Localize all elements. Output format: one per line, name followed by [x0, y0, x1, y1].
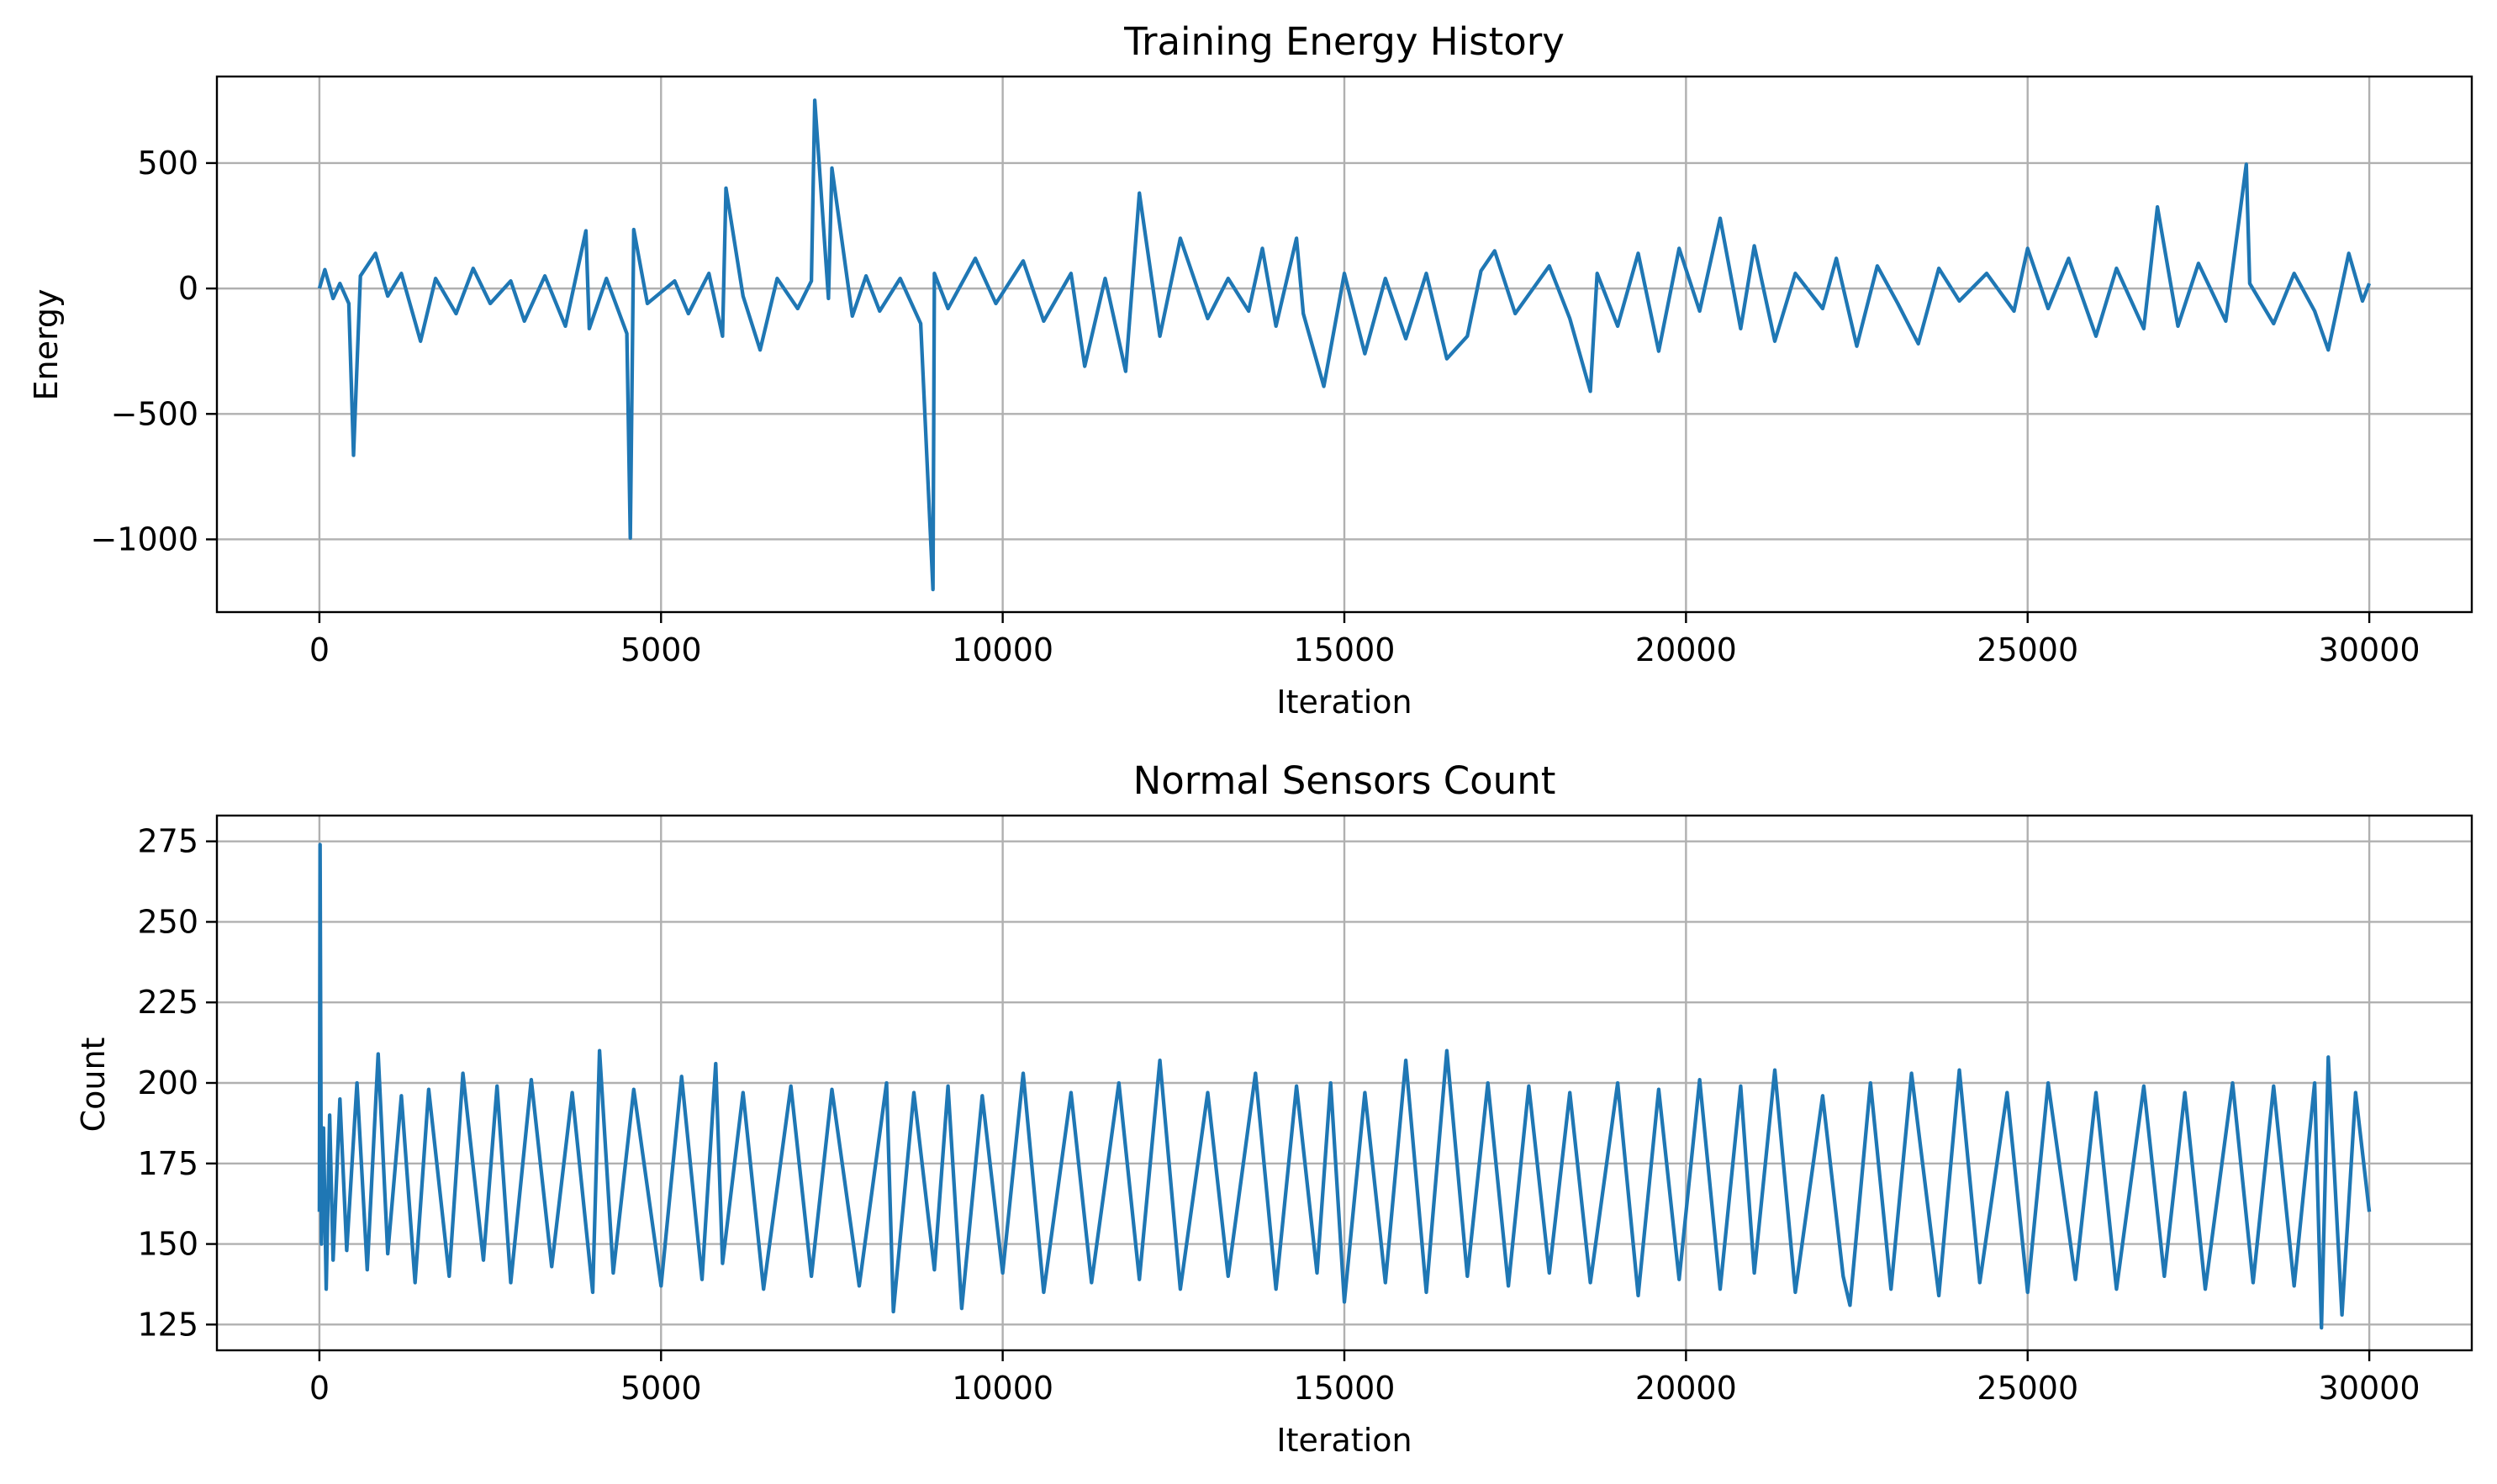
energy-x-axis-label: Iteration	[1276, 684, 1412, 721]
count-y-axis-label: Count	[75, 1038, 112, 1133]
energy-x-tick-label: 25000	[1977, 631, 2078, 668]
count-y-tick-label: 200	[137, 1064, 198, 1101]
count-series-line	[317, 842, 2372, 1330]
energy-series	[317, 98, 2372, 592]
count-y-tick-label: 150	[137, 1226, 198, 1263]
energy-ticks: 0 5000 10000 15000 20000 25000 30000 −1000 −500 0…	[90, 145, 2420, 668]
count-x-tick-label: 30000	[2319, 1370, 2420, 1407]
energy-x-tick-label: 5000	[620, 631, 702, 668]
count-y-tick-label: 275	[137, 823, 198, 860]
count-x-tick-label: 0	[309, 1370, 330, 1407]
count-ticks: 0 5000 10000 15000 20000 25000 30000 125 150 175 2…	[137, 823, 2420, 1407]
energy-y-tick-label: 500	[137, 145, 198, 182]
count-x-tick-label: 15000	[1294, 1370, 1396, 1407]
energy-x-tick-label: 15000	[1294, 631, 1396, 668]
count-series	[317, 842, 2372, 1330]
energy-x-tick-label: 10000	[952, 631, 1053, 668]
count-x-tick-label: 20000	[1635, 1370, 1737, 1407]
count-x-tick-label: 10000	[952, 1370, 1053, 1407]
count-y-tick-label: 225	[137, 984, 198, 1021]
energy-y-tick-label: −1000	[90, 520, 198, 557]
energy-grid	[217, 77, 2472, 612]
energy-y-tick-label: 0	[178, 270, 198, 307]
count-chart-title: Normal Sensors Count	[1133, 758, 1556, 803]
energy-subplot: 0 5000 10000 15000 20000 25000 30000 −1000 −500 0…	[28, 19, 2473, 721]
count-x-tick-label: 5000	[620, 1370, 702, 1407]
energy-series-line	[317, 98, 2372, 592]
count-x-tick-label: 25000	[1977, 1370, 2078, 1407]
energy-chart-title: Training Energy History	[1123, 19, 1565, 64]
energy-x-tick-label: 20000	[1635, 631, 1737, 668]
count-x-axis-label: Iteration	[1276, 1422, 1412, 1459]
energy-y-tick-label: −500	[111, 395, 198, 432]
count-subplot: 0 5000 10000 15000 20000 25000 30000 125 150 175 2…	[75, 758, 2473, 1459]
count-y-tick-label: 175	[137, 1145, 198, 1182]
energy-x-tick-label: 0	[309, 631, 330, 668]
count-y-tick-label: 125	[137, 1306, 198, 1343]
count-y-tick-label: 250	[137, 903, 198, 940]
energy-y-axis-label: Energy	[28, 288, 65, 400]
energy-x-tick-label: 30000	[2319, 631, 2420, 668]
